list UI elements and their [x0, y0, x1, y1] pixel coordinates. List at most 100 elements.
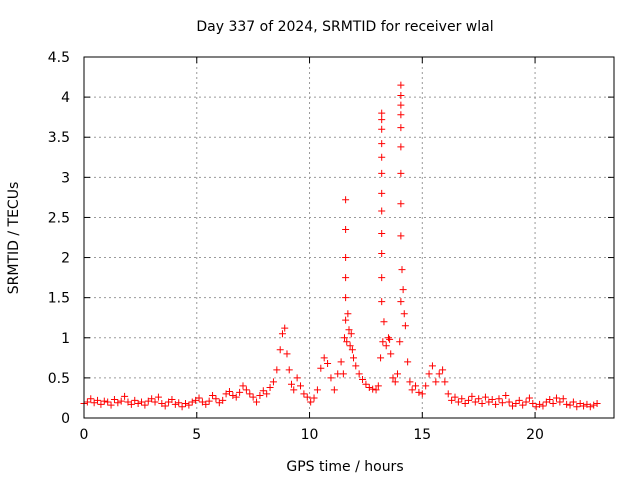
data-point	[209, 392, 217, 400]
data-point	[384, 334, 392, 342]
data-point	[344, 310, 352, 318]
data-point	[404, 358, 412, 366]
data-point	[378, 250, 386, 258]
data-point	[408, 386, 416, 394]
data-point	[378, 189, 386, 197]
data-point	[256, 392, 264, 400]
data-point	[563, 400, 571, 408]
data-point	[396, 338, 404, 346]
data-point	[451, 393, 459, 401]
data-point	[307, 398, 315, 406]
data-point	[441, 378, 449, 386]
y-tick-label: 3.5	[48, 130, 70, 146]
data-point	[131, 396, 139, 404]
data-point	[343, 338, 351, 346]
data-point	[229, 392, 237, 400]
data-point	[154, 393, 162, 401]
data-point	[397, 298, 405, 306]
data-point	[379, 338, 387, 346]
y-axis-label: SRMTID / TECUs	[6, 182, 22, 295]
data-point	[593, 400, 601, 408]
data-point	[397, 232, 405, 240]
data-point	[347, 330, 355, 338]
data-point	[519, 401, 527, 409]
data-point	[232, 393, 240, 401]
data-point	[181, 400, 189, 408]
data-point	[273, 366, 281, 374]
data-point	[171, 400, 179, 408]
data-point	[324, 359, 332, 367]
data-point	[352, 362, 360, 370]
data-point	[512, 400, 520, 408]
data-point	[339, 370, 347, 378]
data-point	[378, 116, 386, 124]
data-point	[378, 207, 386, 215]
data-point	[378, 153, 386, 161]
y-tick-label: 3	[61, 170, 70, 186]
data-point	[432, 378, 440, 386]
data-point	[253, 398, 261, 406]
data-point	[369, 385, 377, 393]
data-point	[397, 143, 405, 151]
data-point	[397, 81, 405, 89]
data-point	[178, 403, 186, 411]
data-point	[365, 384, 373, 392]
data-point	[397, 101, 405, 109]
data-point	[495, 395, 503, 403]
data-point	[342, 196, 350, 204]
data-point	[475, 395, 483, 403]
data-point	[481, 393, 489, 401]
plot-frame	[83, 56, 615, 419]
data-point	[342, 294, 350, 302]
data-point	[387, 350, 395, 358]
data-point	[488, 396, 496, 404]
data-point	[110, 396, 118, 404]
data-point	[303, 393, 311, 401]
data-point	[458, 395, 466, 403]
data-point	[94, 396, 102, 404]
data-point	[505, 398, 513, 406]
data-point	[580, 402, 588, 410]
data-point	[342, 316, 350, 324]
data-point	[225, 388, 233, 396]
data-point	[313, 386, 321, 394]
data-point	[415, 388, 423, 396]
data-point	[168, 396, 176, 404]
data-point	[342, 274, 350, 282]
data-point	[212, 395, 220, 403]
data-point	[590, 401, 598, 409]
data-point	[114, 399, 122, 407]
data-point	[386, 335, 394, 343]
data-point	[536, 400, 544, 408]
data-point	[502, 392, 510, 400]
data-point	[100, 397, 108, 405]
x-tick-label: 20	[526, 427, 544, 443]
data-point	[378, 274, 386, 282]
data-point	[345, 326, 353, 334]
data-point	[249, 393, 257, 401]
data-point	[546, 396, 554, 404]
data-points	[80, 81, 601, 411]
data-point	[195, 394, 203, 402]
y-tick-label: 0	[61, 411, 70, 427]
data-point	[239, 382, 247, 390]
data-point	[348, 346, 356, 354]
data-point	[461, 400, 469, 408]
data-point	[418, 390, 426, 398]
data-point	[529, 400, 537, 408]
x-tick-label: 0	[80, 427, 89, 443]
data-point	[389, 374, 397, 382]
data-point	[525, 394, 533, 402]
data-point	[121, 392, 129, 400]
x-tick-label: 5	[192, 427, 201, 443]
data-point	[566, 401, 574, 409]
y-tick-label: 2	[61, 251, 70, 267]
data-point	[478, 400, 486, 408]
data-point	[573, 403, 581, 411]
data-point	[372, 386, 380, 394]
data-point	[539, 402, 547, 410]
data-point	[465, 396, 473, 404]
data-point	[378, 140, 386, 148]
